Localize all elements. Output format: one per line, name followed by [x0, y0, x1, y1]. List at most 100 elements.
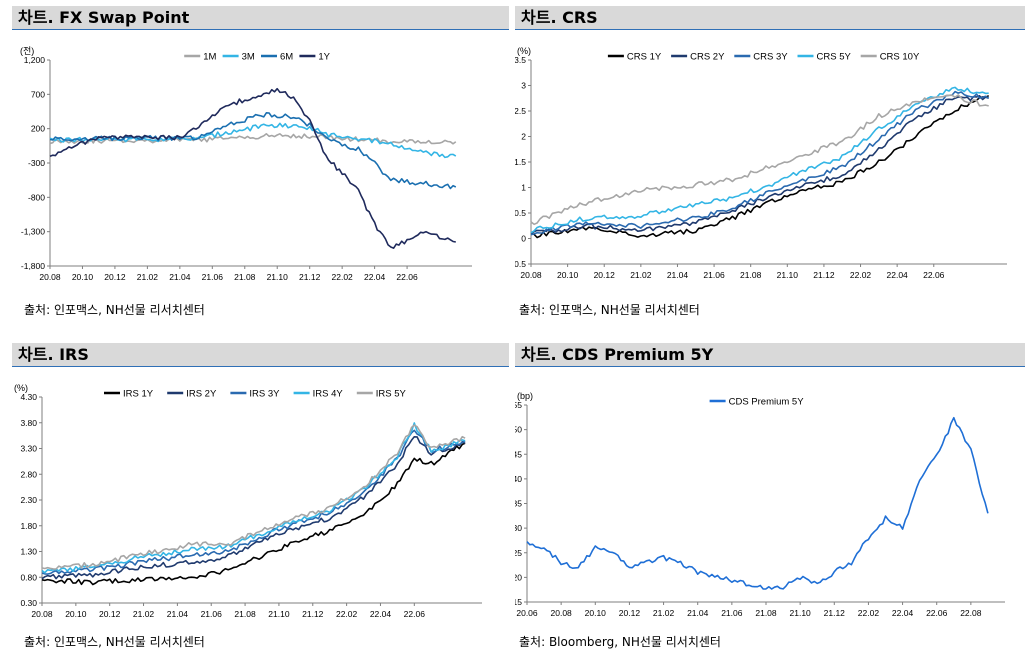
x-tick-label: 20.08 — [39, 272, 61, 282]
y-tick-label: 1.80 — [20, 521, 37, 531]
crs-chart: (%)3.5 3 2.5 2 1.5 1 0.5 0 -0.520.08 20.10 20.12 21… — [515, 46, 1007, 280]
legend-label: CRS 2Y — [690, 52, 725, 63]
x-tick-label: 22.02 — [850, 270, 872, 280]
y-tick-label: 30 — [515, 523, 522, 533]
x-tick-label: 20.12 — [99, 609, 121, 619]
x-tick-label: 22.08 — [960, 608, 982, 618]
y-tick-label: 3.80 — [20, 418, 37, 428]
x-tick-label: 21.04 — [667, 270, 689, 280]
x-tick-label: 21.02 — [137, 272, 159, 282]
x-tick-label: 21.04 — [687, 608, 709, 618]
series-line-1y — [49, 87, 456, 249]
chart-title: 차트. CDS Premium 5Y — [515, 343, 1025, 367]
x-tick-label: 21.06 — [202, 272, 224, 282]
x-tick-label: 22.06 — [404, 609, 426, 619]
legend-label: CDS Premium 5Y — [729, 397, 805, 408]
chart-title: 차트. FX Swap Point — [12, 6, 509, 30]
y-tick-label: 0.80 — [20, 572, 37, 582]
y-tick-label: 2.80 — [20, 469, 37, 479]
legend-label: CRS 3Y — [753, 52, 788, 63]
y-tick-label: 1,200 — [24, 55, 46, 65]
series-line-6m — [49, 112, 457, 190]
x-tick-label: 21.02 — [630, 270, 652, 280]
x-tick-label: 21.02 — [653, 608, 675, 618]
x-tick-label: 22.06 — [396, 272, 418, 282]
y-tick-label: 3.5 — [515, 55, 526, 65]
y-tick-label: -0.5 — [515, 259, 526, 269]
y-tick-label: 1.30 — [20, 547, 37, 557]
x-tick-label: 22.04 — [364, 272, 386, 282]
y-tick-label: 200 — [31, 124, 45, 134]
legend-label: CRS 1Y — [627, 52, 662, 63]
x-tick-label: 22.04 — [370, 609, 392, 619]
y-tick-label: 1 — [521, 183, 526, 193]
legend-label: 1M — [203, 52, 216, 63]
x-tick-label: 22.02 — [332, 272, 354, 282]
x-tick-label: 21.12 — [813, 270, 835, 280]
y-tick-label: 1.5 — [515, 157, 526, 167]
y-tick-label: 15 — [515, 597, 522, 607]
y-tick-label: -300 — [28, 158, 45, 168]
cds-chart: (bp)55 50 45 40 35 30 25 20 1520.06 20.08 20.10 20.… — [515, 391, 1005, 618]
y-tick-label: 25 — [515, 548, 522, 558]
x-tick-label: 20.10 — [72, 272, 94, 282]
y-tick-label: 2.30 — [20, 495, 37, 505]
series-line-irs-2y — [41, 436, 466, 580]
x-tick-label: 20.10 — [557, 270, 579, 280]
x-tick-label: 21.06 — [703, 270, 725, 280]
unit-label: (%) — [14, 383, 28, 393]
series-line-crs-2y — [530, 95, 989, 235]
panel-irs: 차트. IRS (%) 4.30 3.80 3.30 2.80 2.30 1.80 1.30 0… — [12, 343, 509, 654]
x-tick-label: 21.04 — [167, 609, 189, 619]
y-tick-label: 55 — [515, 400, 522, 410]
y-tick-label: 0.30 — [20, 598, 37, 608]
x-tick-label: 21.10 — [790, 608, 812, 618]
legend-label: 1Y — [318, 52, 330, 63]
x-tick-label: 21.10 — [777, 270, 799, 280]
series-line-crs-5y — [530, 86, 989, 234]
series-line-crs-1y — [530, 94, 990, 239]
y-tick-label: -1,800 — [21, 261, 45, 271]
legend-label: IRS 1Y — [123, 389, 154, 400]
source-note: 출처: Bloomberg, NH선물 리서치센터 — [519, 635, 721, 649]
x-tick-label: 20.12 — [619, 608, 641, 618]
x-tick-label: 20.08 — [31, 609, 53, 619]
y-tick-label: 700 — [31, 89, 45, 99]
x-tick-label: 21.12 — [824, 608, 846, 618]
x-tick-label: 21.08 — [755, 608, 777, 618]
x-tick-label: 20.08 — [520, 270, 542, 280]
legend-label: 6M — [280, 52, 293, 63]
x-tick-label: 20.06 — [516, 608, 538, 618]
x-tick-label: 20.08 — [551, 608, 573, 618]
x-tick-label: 20.10 — [585, 608, 607, 618]
series-line-crs-3y — [530, 90, 990, 236]
unit-label: (전) — [20, 46, 34, 56]
x-tick-label: 21.02 — [133, 609, 155, 619]
irs-chart: (%)4.303.803.302.802.301.801.300.800.302… — [14, 383, 482, 619]
legend-label: IRS 3Y — [249, 389, 280, 400]
x-tick-label: 21.08 — [234, 609, 256, 619]
x-tick-label: 21.08 — [740, 270, 762, 280]
legend-label: 3M — [242, 52, 255, 63]
x-tick-label: 21.12 — [299, 272, 321, 282]
source-note: 출처: 인포맥스, NH선물 리서치센터 — [24, 303, 205, 317]
unit-label: (bp) — [517, 391, 533, 401]
panel-fx-swap-point: 차트. FX Swap Point (전) 1,200 700 200 -300 -800… — [12, 6, 509, 320]
x-tick-label: 22.04 — [892, 608, 914, 618]
y-tick-label: 0 — [521, 234, 526, 244]
x-tick-label: 22.06 — [923, 270, 945, 280]
x-tick-label: 21.04 — [169, 272, 191, 282]
series-line-cds-premium-5y — [526, 416, 989, 590]
legend-label: IRS 4Y — [313, 389, 344, 400]
legend-label: CRS 10Y — [880, 52, 920, 63]
x-tick-label: 22.06 — [926, 608, 948, 618]
y-tick-label: 40 — [515, 474, 522, 484]
x-tick-label: 21.08 — [234, 272, 256, 282]
y-tick-label: -1,300 — [21, 227, 45, 237]
chart-title: 차트. CRS — [515, 6, 1025, 30]
y-tick-label: 0.5 — [515, 208, 526, 218]
y-tick-label: 3.30 — [20, 444, 37, 454]
y-tick-label: -800 — [28, 192, 45, 202]
legend-label: IRS 5Y — [376, 389, 407, 400]
